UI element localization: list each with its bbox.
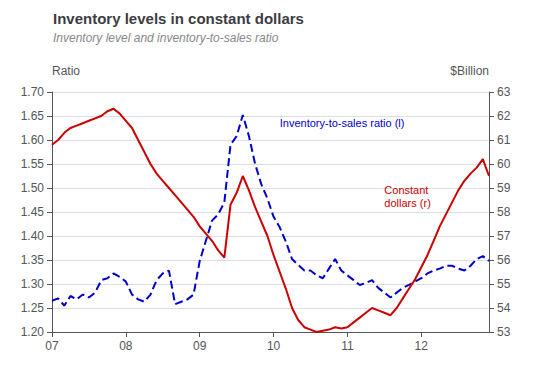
svg-text:56: 56 <box>497 253 511 267</box>
svg-text:54: 54 <box>497 301 511 315</box>
svg-text:$Billion: $Billion <box>450 64 489 78</box>
svg-text:07: 07 <box>45 339 59 353</box>
svg-text:09: 09 <box>193 339 207 353</box>
svg-text:10: 10 <box>267 339 281 353</box>
svg-text:dollars (r): dollars (r) <box>384 197 430 209</box>
svg-text:1.25: 1.25 <box>21 301 45 315</box>
svg-text:53: 53 <box>497 325 511 339</box>
svg-text:1.20: 1.20 <box>21 325 45 339</box>
svg-text:1.70: 1.70 <box>21 85 45 99</box>
svg-text:63: 63 <box>497 85 511 99</box>
svg-text:1.55: 1.55 <box>21 157 45 171</box>
svg-text:1.65: 1.65 <box>21 109 45 123</box>
svg-text:1.60: 1.60 <box>21 133 45 147</box>
svg-text:1.45: 1.45 <box>21 205 45 219</box>
svg-text:55: 55 <box>497 277 511 291</box>
svg-text:1.50: 1.50 <box>21 181 45 195</box>
svg-text:58: 58 <box>497 205 511 219</box>
svg-text:1.30: 1.30 <box>21 277 45 291</box>
svg-text:1.40: 1.40 <box>21 229 45 243</box>
svg-text:Inventory-to-sales ratio (l): Inventory-to-sales ratio (l) <box>280 117 405 129</box>
svg-text:12: 12 <box>415 339 429 353</box>
svg-text:Constant: Constant <box>384 184 428 196</box>
svg-text:62: 62 <box>497 109 511 123</box>
svg-text:61: 61 <box>497 133 511 147</box>
svg-text:60: 60 <box>497 157 511 171</box>
svg-text:11: 11 <box>341 339 354 353</box>
svg-text:Ratio: Ratio <box>52 64 80 78</box>
svg-text:Inventory levels in constant d: Inventory levels in constant dollars <box>53 10 304 27</box>
svg-text:08: 08 <box>119 339 133 353</box>
svg-text:57: 57 <box>497 229 511 243</box>
svg-text:1.35: 1.35 <box>21 253 45 267</box>
svg-text:59: 59 <box>497 181 511 195</box>
svg-text:Inventory level and inventory-: Inventory level and inventory-to-sales r… <box>53 31 279 45</box>
